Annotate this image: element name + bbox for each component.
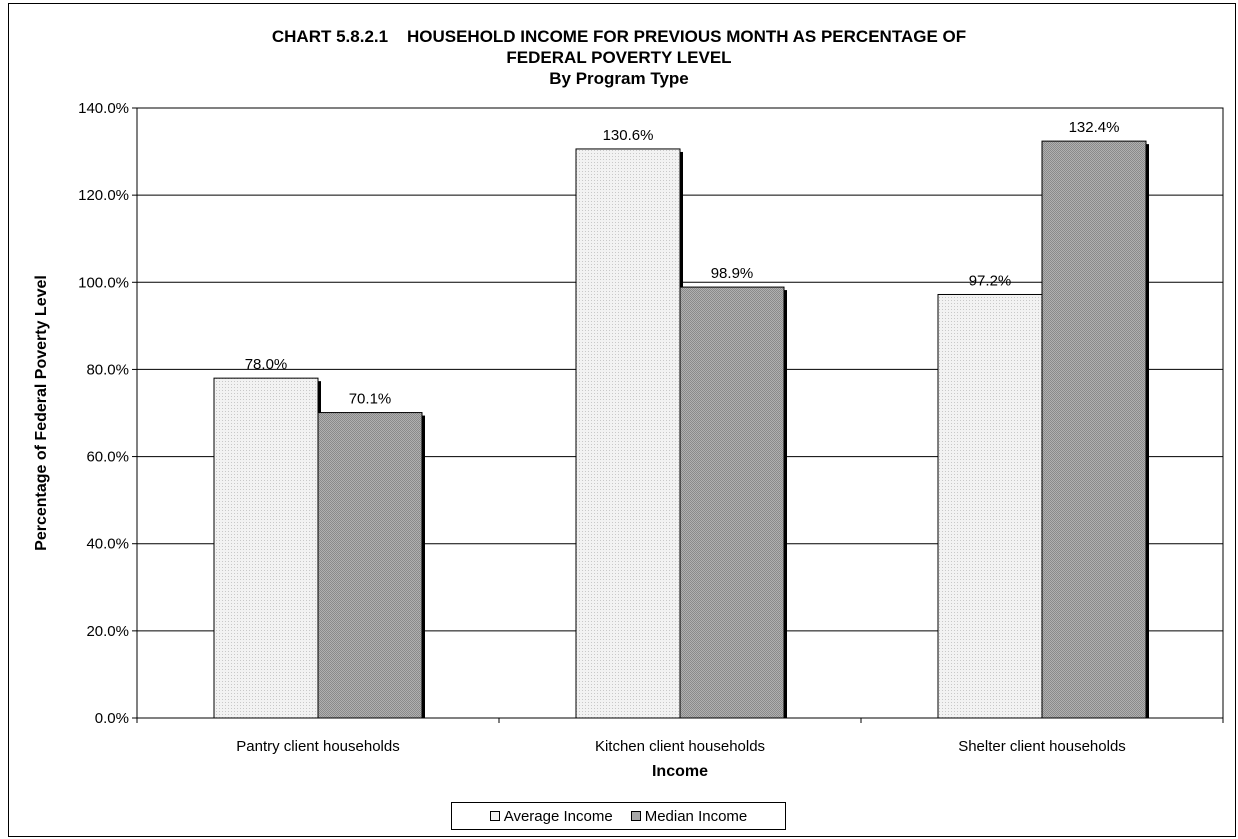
y-tick-label: 40.0% bbox=[86, 536, 129, 553]
legend-label-median: Median Income bbox=[644, 807, 748, 825]
y-tick-label: 80.0% bbox=[86, 361, 129, 378]
bar-average-2 bbox=[937, 293, 1043, 719]
chart-title-line-3: By Program Type bbox=[549, 69, 689, 88]
bar-average-0 bbox=[213, 377, 319, 719]
bar-median-0 bbox=[317, 412, 423, 719]
legend-swatch-median bbox=[630, 811, 641, 821]
y-tick-label: 140.0% bbox=[78, 100, 129, 117]
data-label: 130.6% bbox=[603, 127, 654, 144]
data-label: 97.2% bbox=[969, 272, 1012, 289]
x-tick-label: Pantry client households bbox=[236, 738, 399, 755]
legend-swatch-average bbox=[489, 811, 500, 821]
y-tick-label: 100.0% bbox=[78, 274, 129, 291]
bar-median-2 bbox=[1041, 140, 1147, 719]
y-tick-label: 20.0% bbox=[86, 623, 129, 640]
y-axis-label: Percentage of Federal Poverty Level bbox=[33, 275, 50, 551]
data-label: 132.4% bbox=[1069, 119, 1120, 136]
data-label: 98.9% bbox=[711, 265, 754, 282]
legend-label-average: Average Income bbox=[503, 807, 613, 825]
chart-title-line-2: FEDERAL POVERTY LEVEL bbox=[506, 48, 732, 67]
chart-legend: Average Income Median Income bbox=[451, 802, 786, 830]
legend-item-average: Average Income bbox=[489, 807, 613, 825]
chart-title-line-1: CHART 5.8.2.1 HOUSEHOLD INCOME FOR PREVI… bbox=[271, 27, 967, 46]
legend-item-median: Median Income bbox=[630, 807, 748, 825]
chart-title: CHART 5.8.2.1 HOUSEHOLD INCOME FOR PREVI… bbox=[0, 26, 1238, 89]
data-label: 70.1% bbox=[349, 391, 392, 408]
y-tick-label: 0.0% bbox=[95, 710, 129, 727]
data-label: 78.0% bbox=[245, 356, 288, 373]
x-axis-label: Income bbox=[652, 763, 708, 780]
bar-average-1 bbox=[575, 148, 681, 719]
x-tick-label: Kitchen client households bbox=[595, 738, 765, 755]
bar-median-1 bbox=[679, 286, 785, 719]
y-tick-label: 120.0% bbox=[78, 187, 129, 204]
y-tick-label: 60.0% bbox=[86, 449, 129, 466]
x-tick-label: Shelter client households bbox=[958, 738, 1126, 755]
